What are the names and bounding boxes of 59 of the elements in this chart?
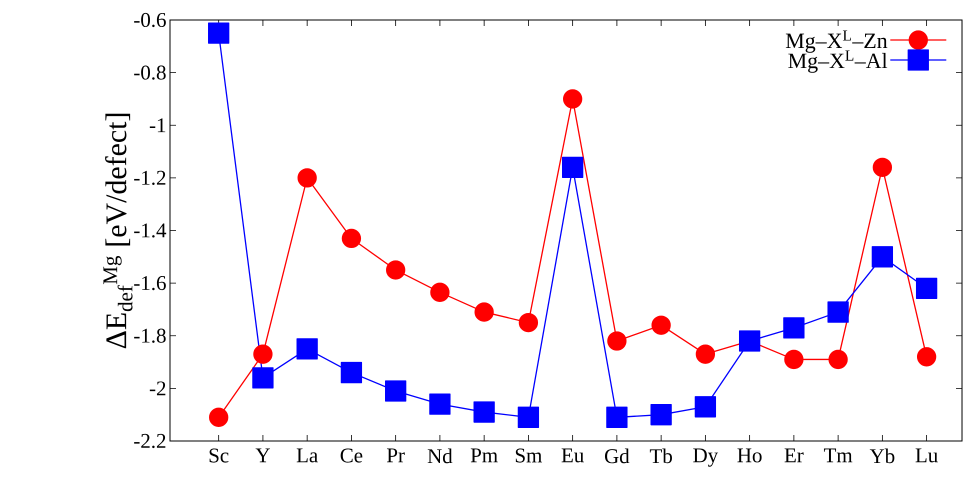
- y-tick-label: -0.6: [134, 12, 166, 28]
- y-tick-label: -2: [150, 381, 166, 396]
- point: [209, 408, 228, 427]
- point: [385, 380, 406, 402]
- x-tick-label: Yb: [870, 448, 894, 464]
- point: [562, 89, 582, 109]
- x-tick-label: Pr: [386, 448, 405, 462]
- x-tick-label: Gd: [604, 448, 630, 464]
- point: [386, 260, 406, 280]
- x-tick-label: Sm: [516, 448, 542, 463]
- x-tick-label: Tb: [650, 448, 672, 464]
- point: [916, 278, 938, 300]
- point: [827, 301, 849, 323]
- x-tick-label: Sc: [210, 448, 228, 463]
- y-axis-title: ΔE$_{def}$$^{Mg}$ [eV/defect]: [103, 114, 133, 348]
- x-tick-label: Eu: [562, 448, 584, 462]
- point: [296, 338, 318, 360]
- point: [872, 158, 892, 177]
- x-tick-label: Er: [784, 448, 804, 462]
- point: [474, 401, 495, 423]
- point: [252, 367, 274, 388]
- point: [518, 406, 540, 428]
- point: [518, 312, 538, 332]
- point: [694, 396, 716, 418]
- point: [606, 406, 628, 428]
- y-tick-label: -1.6: [134, 276, 166, 290]
- point: [253, 344, 273, 364]
- x-tick-label: Dy: [693, 448, 718, 467]
- y-tick-label: -0.8: [134, 66, 166, 80]
- x-tick-label: La: [296, 448, 318, 462]
- point: [298, 168, 317, 188]
- point: [872, 246, 894, 268]
- x-tick-label: Nd: [428, 448, 452, 464]
- point: [651, 316, 671, 335]
- x-tick-label: Tm: [824, 448, 852, 462]
- point: [474, 302, 494, 322]
- point: [430, 282, 450, 302]
- point: [340, 362, 362, 384]
- y-tick-label: -1: [150, 118, 166, 132]
- point: [342, 228, 362, 248]
- point: [828, 350, 848, 370]
- point: [607, 331, 627, 351]
- point: [784, 350, 804, 370]
- y-tick-label: -1.4: [134, 223, 166, 238]
- point: [562, 156, 584, 178]
- y-tick-label: -2.2: [134, 434, 166, 448]
- x-tick-label: Lu: [916, 448, 938, 462]
- x-tick-label: Y: [256, 448, 270, 462]
- point: [696, 344, 716, 364]
- point: [208, 22, 230, 44]
- x-tick-label: Ho: [737, 448, 762, 462]
- point: [429, 394, 451, 415]
- point: [916, 347, 936, 366]
- x-tick-label: Pm: [470, 448, 498, 462]
- point: [783, 317, 805, 339]
- y-tick-label: -1.8: [134, 328, 166, 343]
- x-tick-label: Ce: [340, 448, 362, 463]
- point: [650, 404, 672, 426]
- y-tick-label: -1.2: [134, 170, 166, 185]
